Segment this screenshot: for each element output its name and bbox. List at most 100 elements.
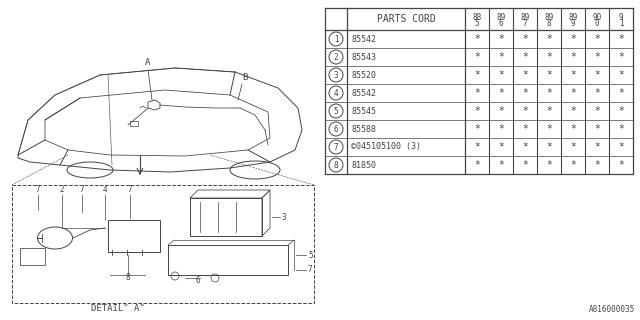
Text: 0: 0 — [595, 20, 599, 28]
Text: 7: 7 — [308, 266, 312, 275]
Bar — [190, 198, 262, 236]
Text: A816000035: A816000035 — [589, 305, 635, 314]
Text: *: * — [594, 88, 600, 98]
Text: 85543: 85543 — [351, 52, 376, 61]
Text: *: * — [594, 160, 600, 170]
Text: 7: 7 — [333, 142, 339, 151]
Text: *: * — [618, 106, 624, 116]
Text: DETAIL" A": DETAIL" A" — [91, 304, 145, 313]
Text: *: * — [618, 142, 624, 152]
Text: *: * — [498, 106, 504, 116]
Text: 7: 7 — [128, 185, 132, 194]
Text: *: * — [522, 88, 528, 98]
Text: B: B — [243, 73, 248, 82]
Text: 8: 8 — [547, 20, 551, 28]
Text: *: * — [474, 52, 480, 62]
Text: *: * — [618, 70, 624, 80]
Text: *: * — [474, 106, 480, 116]
Text: 5: 5 — [308, 251, 312, 260]
Text: *: * — [594, 34, 600, 44]
Text: *: * — [498, 160, 504, 170]
Text: *: * — [498, 52, 504, 62]
Text: PARTS CORD: PARTS CORD — [376, 14, 435, 24]
Text: *: * — [522, 124, 528, 134]
Text: *: * — [522, 106, 528, 116]
Text: 89: 89 — [520, 12, 530, 21]
Text: 85542: 85542 — [351, 89, 376, 98]
Text: *: * — [570, 124, 576, 134]
Text: 5: 5 — [475, 20, 479, 28]
Text: 4: 4 — [333, 89, 339, 98]
Text: 1: 1 — [333, 35, 339, 44]
Text: *: * — [594, 142, 600, 152]
Text: 8: 8 — [333, 161, 339, 170]
Bar — [108, 220, 160, 252]
Text: *: * — [546, 52, 552, 62]
Text: 9: 9 — [571, 20, 575, 28]
Text: *: * — [474, 142, 480, 152]
Text: *: * — [522, 142, 528, 152]
Bar — [130, 121, 138, 126]
Text: *: * — [522, 52, 528, 62]
Text: 7: 7 — [36, 185, 40, 194]
Text: 81850: 81850 — [351, 161, 376, 170]
Text: 8: 8 — [125, 273, 131, 282]
Text: A: A — [145, 58, 150, 67]
Text: 1: 1 — [619, 20, 623, 28]
Text: 3: 3 — [333, 70, 339, 79]
Text: *: * — [498, 124, 504, 134]
Text: 2: 2 — [333, 52, 339, 61]
Text: *: * — [594, 70, 600, 80]
Text: 89: 89 — [568, 12, 578, 21]
Text: 3: 3 — [282, 212, 287, 221]
Text: *: * — [618, 160, 624, 170]
Text: 85542: 85542 — [351, 35, 376, 44]
Text: *: * — [546, 160, 552, 170]
Text: 85545: 85545 — [351, 107, 376, 116]
Text: *: * — [594, 52, 600, 62]
Text: *: * — [570, 160, 576, 170]
Text: *: * — [498, 34, 504, 44]
Text: *: * — [474, 160, 480, 170]
Text: 2: 2 — [60, 185, 64, 194]
Text: *: * — [498, 142, 504, 152]
Text: *: * — [618, 124, 624, 134]
Text: *: * — [570, 52, 576, 62]
Text: *: * — [618, 88, 624, 98]
Text: 90: 90 — [593, 12, 602, 21]
Text: *: * — [570, 106, 576, 116]
Text: 6: 6 — [333, 124, 339, 133]
Text: *: * — [546, 70, 552, 80]
Text: 85588: 85588 — [351, 124, 376, 133]
Text: *: * — [474, 70, 480, 80]
Text: ©045105100 (3): ©045105100 (3) — [351, 142, 421, 151]
Text: *: * — [546, 142, 552, 152]
Text: *: * — [474, 124, 480, 134]
Text: 7: 7 — [523, 20, 527, 28]
Text: *: * — [522, 70, 528, 80]
Text: 85520: 85520 — [351, 70, 376, 79]
Text: 6: 6 — [499, 20, 503, 28]
Text: *: * — [546, 106, 552, 116]
Bar — [12, 185, 314, 303]
Text: 4: 4 — [102, 185, 108, 194]
Text: *: * — [474, 34, 480, 44]
Text: 6: 6 — [196, 276, 200, 285]
Text: *: * — [546, 34, 552, 44]
Text: *: * — [498, 70, 504, 80]
Text: 89: 89 — [497, 12, 506, 21]
Text: *: * — [570, 34, 576, 44]
Text: 5: 5 — [333, 107, 339, 116]
Text: *: * — [522, 34, 528, 44]
Text: *: * — [546, 124, 552, 134]
Text: *: * — [498, 88, 504, 98]
Text: *: * — [474, 88, 480, 98]
Text: *: * — [546, 88, 552, 98]
Text: *: * — [618, 52, 624, 62]
Text: *: * — [570, 142, 576, 152]
Text: 89: 89 — [545, 12, 554, 21]
Text: *: * — [594, 124, 600, 134]
Text: *: * — [570, 70, 576, 80]
Text: 9: 9 — [619, 12, 623, 21]
Bar — [168, 245, 288, 275]
